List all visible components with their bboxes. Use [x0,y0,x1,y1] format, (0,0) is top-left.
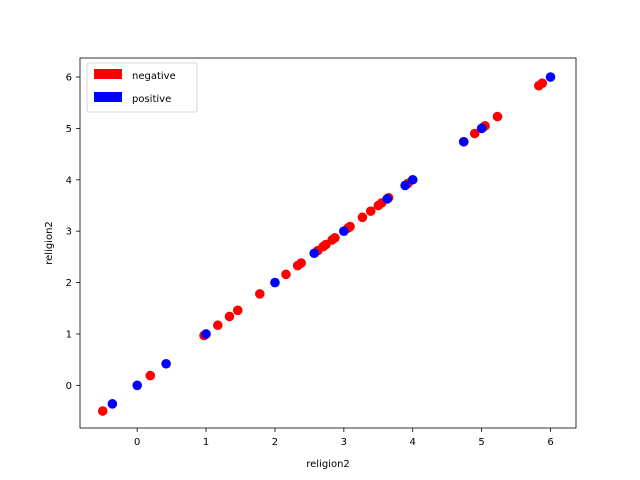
x-axis-label: religion2 [306,459,350,470]
data-point-positive [407,174,418,185]
y-axis-label: religion2 [44,221,55,265]
legend-label-positive: positive [132,94,171,105]
data-point-negative [232,305,243,316]
x-tick-label: 2 [272,437,278,448]
y-tick-label: 2 [66,278,72,289]
data-point-positive [382,194,393,204]
data-points [97,72,556,416]
data-point-negative [281,269,291,280]
y-tick-label: 4 [66,175,72,186]
data-point-negative [357,212,368,223]
x-tick-label: 5 [478,437,484,448]
data-point-negative [469,128,480,139]
data-point-negative [212,320,223,331]
x-tick-label: 3 [341,437,347,448]
y-tick-label: 6 [66,73,72,84]
data-point-negative [224,311,235,322]
data-point-positive [458,136,469,147]
data-point-positive [309,248,320,259]
data-point-negative [365,206,376,216]
x-axis-ticks: 0 1 2 3 4 5 6 [134,428,554,448]
y-axis-ticks: 0 1 2 3 4 5 6 [66,73,80,392]
legend-swatch-negative [94,69,122,79]
axes-frame [79,57,577,429]
y-tick-label: 0 [66,381,72,392]
data-point-positive [107,399,118,409]
data-point-positive [161,358,171,369]
data-point-negative [537,78,548,88]
data-point-positive [132,380,142,391]
data-point-negative [254,289,265,299]
x-tick-label: 6 [547,437,553,448]
x-tick-label: 0 [134,437,140,448]
data-point-negative [330,233,340,243]
data-point-negative [492,111,503,122]
legend-label-negative: negative [132,71,176,82]
data-point-positive [201,329,211,339]
x-tick-label: 1 [203,437,209,448]
data-point-positive [476,123,487,134]
legend-swatch-positive [94,92,122,102]
legend: negative positive [86,62,198,113]
y-tick-label: 1 [66,329,72,340]
data-point-positive [400,180,410,191]
y-tick-label: 3 [66,227,72,238]
data-point-positive [545,72,556,82]
data-point-positive [339,226,349,236]
x-tick-label: 4 [410,437,416,448]
data-point-negative [296,258,306,268]
y-tick-label: 5 [66,124,72,135]
data-point-negative [97,406,108,416]
data-point-positive [270,277,280,288]
data-point-negative [145,370,156,381]
